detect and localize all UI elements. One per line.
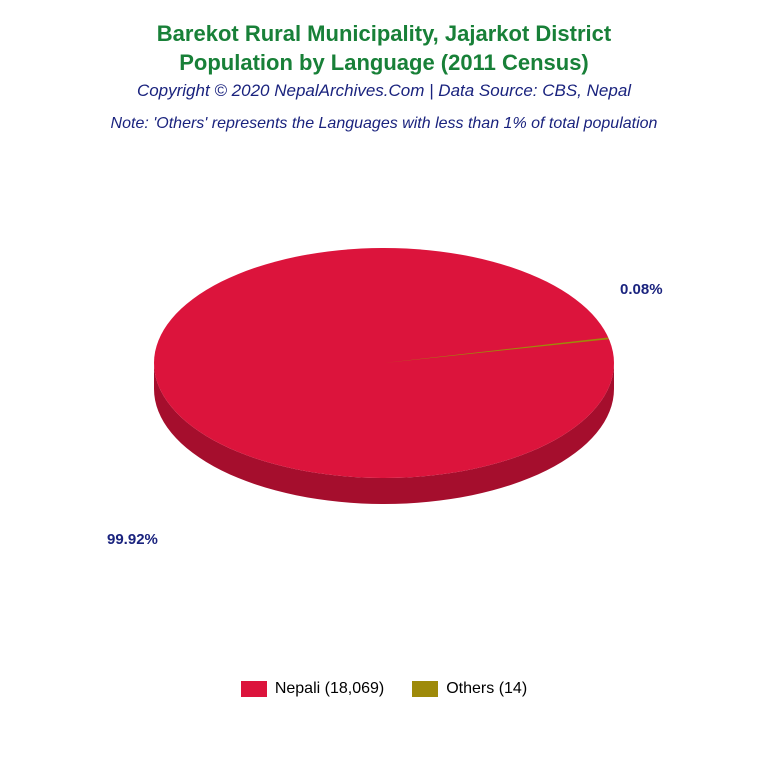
legend-label-0: Nepali (18,069) xyxy=(275,680,384,698)
legend-item-1: Others (14) xyxy=(412,680,527,698)
legend-label-1: Others (14) xyxy=(446,680,527,698)
chart-note: Note: 'Others' represents the Languages … xyxy=(0,115,768,133)
legend-swatch-0 xyxy=(241,681,267,697)
chart-legend: Nepali (18,069) Others (14) xyxy=(0,680,768,698)
legend-swatch-1 xyxy=(412,681,438,697)
pie-chart: 99.92% 0.08% xyxy=(0,133,768,613)
chart-copyright: Copyright © 2020 NepalArchives.Com | Dat… xyxy=(0,81,768,101)
chart-title-line1: Barekot Rural Municipality, Jajarkot Dis… xyxy=(0,20,768,49)
legend-item-0: Nepali (18,069) xyxy=(241,680,384,698)
pie-svg xyxy=(124,213,644,533)
slice-label-1: 0.08% xyxy=(620,281,663,298)
chart-header: Barekot Rural Municipality, Jajarkot Dis… xyxy=(0,0,768,133)
chart-title-line2: Population by Language (2011 Census) xyxy=(0,49,768,78)
slice-label-0: 99.92% xyxy=(107,531,158,548)
